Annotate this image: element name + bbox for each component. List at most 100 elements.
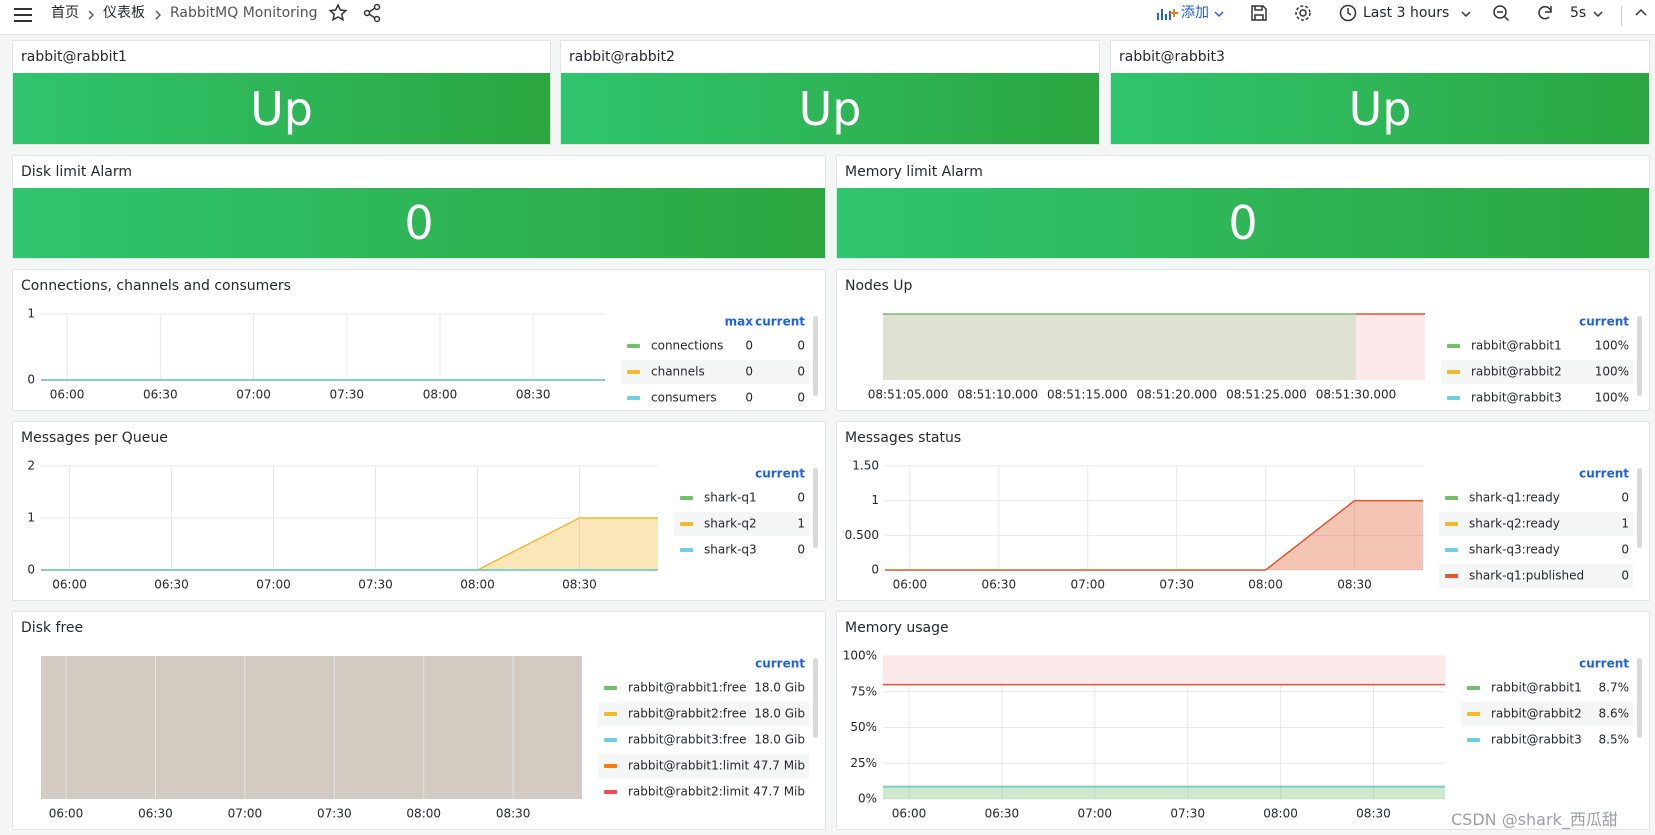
graph-panel: Disk free 06:00 06:30 07:00 07:30 08:00 08:30 c… — [12, 611, 826, 830]
top-bar: 首页 仪表板 RabbitMQ Monitoring 添加 Last 3 hou… — [0, 0, 1655, 35]
legend-name: rabbit@rabbit3 — [1471, 391, 1562, 405]
legend-swatch — [1467, 738, 1480, 742]
legend-row-bg — [1439, 564, 1633, 588]
legend-swatch — [1445, 522, 1458, 526]
legend-value: 47.7 Mib — [753, 785, 805, 799]
legend-scrollbar — [1637, 316, 1642, 396]
y-tick-label: 100% — [843, 649, 877, 663]
x-tick-label: 07:30 — [1170, 807, 1205, 821]
chevron — [88, 10, 94, 20]
legend-swatch — [604, 738, 617, 742]
menu-icon[interactable] — [12, 6, 34, 24]
graph-panel: Nodes Up 08:51:05.000 08:51:10.000 08:51:15… — [836, 269, 1650, 411]
legend-row-bg — [674, 512, 809, 536]
legend-value: 0 — [797, 491, 805, 505]
breadcrumb[interactable]: 首页 — [51, 5, 79, 21]
legend-swatch — [680, 548, 693, 552]
stat-panel: rabbit@rabbit2 Up — [560, 40, 1100, 145]
refresh-icon[interactable] — [1535, 3, 1555, 23]
legend-value: 0 — [745, 365, 753, 379]
breadcrumb[interactable]: 仪表板 — [103, 5, 145, 21]
legend-scrollbar — [1637, 468, 1642, 548]
legend-swatch — [627, 344, 640, 348]
settings-icon[interactable] — [1293, 3, 1313, 23]
stat-value: 0 — [837, 188, 1649, 258]
x-tick-label: 06:30 — [138, 807, 173, 821]
add-button[interactable]: 添加 — [1181, 5, 1209, 21]
x-tick-label: 07:00 — [1077, 807, 1112, 821]
legend-value: 0 — [797, 339, 805, 353]
x-tick-label: 08:00 — [1263, 807, 1298, 821]
legend-swatch — [680, 522, 693, 526]
y-tick-label: 25% — [850, 756, 877, 770]
legend-value: 47.7 Mib — [753, 759, 805, 773]
legend-value: 0 — [745, 339, 753, 353]
x-tick-label: 07:30 — [1159, 578, 1194, 592]
legend-name: rabbit@rabbit1:limit — [628, 759, 749, 773]
x-tick-label: 08:51:20.000 — [1137, 388, 1218, 402]
panel-title: rabbit@rabbit2 — [569, 49, 675, 65]
legend-swatch — [1445, 548, 1458, 552]
legend-value: 1 — [1621, 517, 1629, 531]
add-icon[interactable] — [1156, 5, 1178, 23]
legend-name: shark-q1:published — [1469, 569, 1584, 583]
legend-swatch — [604, 712, 617, 716]
legend-swatch — [604, 764, 617, 768]
legend-name: rabbit@rabbit2:limit — [628, 785, 749, 799]
x-tick-label: 07:00 — [1070, 578, 1105, 592]
legend-swatch — [1447, 396, 1460, 400]
time-range[interactable]: Last 3 hours — [1363, 5, 1450, 21]
y-tick-label: 0 — [871, 563, 879, 577]
legend-name: shark-q3:ready — [1469, 543, 1560, 557]
chevron — [155, 10, 161, 20]
legend-name: rabbit@rabbit1:free — [628, 681, 746, 695]
graph-panel: Memory usage 06:00 06:30 07:00 07:30 08:00 08:… — [836, 611, 1650, 830]
x-tick-label: 07:00 — [256, 578, 291, 592]
legend-swatch — [627, 396, 640, 400]
legend-swatch — [1447, 344, 1460, 348]
y-tick-label: 1 — [27, 511, 35, 525]
legend-name: rabbit@rabbit2 — [1491, 707, 1582, 721]
legend-value: 8.6% — [1599, 707, 1630, 721]
x-tick-label: 07:30 — [358, 578, 393, 592]
x-tick-label: 06:00 — [892, 807, 927, 821]
save-icon[interactable] — [1249, 3, 1269, 23]
x-tick-label: 06:00 — [50, 388, 85, 402]
panel-title: Disk free — [21, 620, 84, 636]
x-tick-label: 08:51:10.000 — [957, 388, 1038, 402]
x-tick-label: 08:00 — [460, 578, 495, 592]
star-icon[interactable] — [328, 3, 348, 23]
refresh-interval[interactable]: 5s — [1570, 5, 1587, 21]
panel-title: Memory limit Alarm — [845, 164, 983, 180]
legend-header: current — [1579, 315, 1629, 329]
legend-header: current — [755, 467, 805, 481]
panel-title: Messages status — [845, 430, 962, 446]
legend-value: 18.0 Gib — [754, 707, 805, 721]
stat-panel: rabbit@rabbit3 Up — [1110, 40, 1650, 145]
legend-swatch — [604, 790, 617, 794]
legend-value: 0 — [797, 391, 805, 405]
panel-title: rabbit@rabbit1 — [21, 49, 127, 65]
legend-swatch — [627, 370, 640, 374]
x-tick-label: 08:30 — [562, 578, 597, 592]
legend-value: 100% — [1595, 365, 1629, 379]
legend-header: max — [725, 315, 754, 329]
series-area — [41, 518, 580, 570]
legend-value: 100% — [1595, 391, 1629, 405]
panel-title: Memory usage — [845, 620, 949, 636]
series-area — [885, 500, 1355, 570]
zoom-out-icon[interactable] — [1491, 3, 1511, 23]
chevron — [1593, 11, 1603, 18]
legend-value: 8.7% — [1599, 681, 1630, 695]
legend-value: 0 — [1621, 543, 1629, 557]
collapse-icon[interactable] — [1634, 6, 1648, 20]
share-icon[interactable] — [362, 3, 382, 23]
x-tick-label: 06:30 — [982, 578, 1017, 592]
legend-swatch — [1467, 686, 1480, 690]
panel-title: rabbit@rabbit3 — [1119, 49, 1225, 65]
x-tick-label: 06:00 — [52, 578, 87, 592]
legend-scrollbar — [813, 316, 818, 396]
x-tick-label: 06:30 — [143, 388, 178, 402]
series-area-tail — [1356, 314, 1425, 380]
x-tick-label: 06:30 — [985, 807, 1020, 821]
